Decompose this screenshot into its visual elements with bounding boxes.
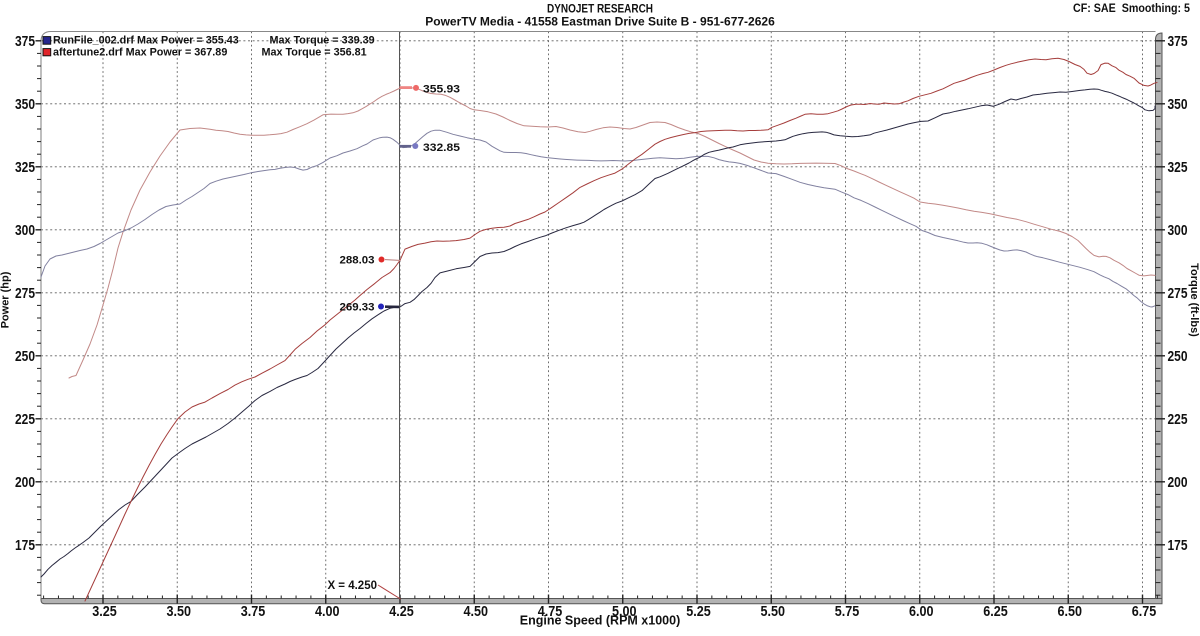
svg-text:275: 275: [15, 285, 35, 302]
svg-text:3.75: 3.75: [241, 603, 266, 620]
svg-text:Power (hp): Power (hp): [0, 271, 12, 328]
svg-text:375: 375: [1168, 33, 1188, 50]
svg-text:300: 300: [15, 222, 35, 239]
svg-text:PowerTV Media - 41558 Eastman: PowerTV Media - 41558 Eastman Drive Suit…: [425, 15, 775, 29]
svg-text:6.50: 6.50: [1058, 603, 1083, 620]
svg-text:288.03: 288.03: [340, 255, 375, 267]
svg-text:225: 225: [15, 411, 35, 428]
svg-text:350: 350: [1168, 96, 1188, 113]
svg-text:325: 325: [15, 159, 35, 176]
svg-text:aftertune2.drf Max Power = 367: aftertune2.drf Max Power = 367.89: [53, 47, 227, 59]
svg-text:Engine Speed (RPM x1000): Engine Speed (RPM x1000): [520, 614, 680, 628]
svg-text:200: 200: [15, 474, 35, 491]
svg-text:X = 4.250: X = 4.250: [327, 580, 377, 592]
svg-text:175: 175: [1168, 537, 1188, 554]
svg-text:CF: SAE Smoothing: 5: CF: SAE Smoothing: 5: [1073, 3, 1191, 15]
svg-text:6.00: 6.00: [909, 603, 934, 620]
svg-text:355.93: 355.93: [423, 83, 460, 95]
svg-text:175: 175: [15, 537, 35, 554]
svg-text:375: 375: [15, 33, 35, 50]
svg-text:350: 350: [15, 96, 35, 113]
svg-text:250: 250: [1168, 348, 1188, 365]
svg-text:6.75: 6.75: [1132, 603, 1157, 620]
svg-text:3.25: 3.25: [92, 603, 117, 620]
svg-text:RunFile_002.drf Max Power = 35: RunFile_002.drf Max Power = 355.43: [53, 35, 239, 47]
svg-text:325: 325: [1168, 159, 1188, 176]
svg-text:269.33: 269.33: [340, 302, 375, 314]
svg-text:332.85: 332.85: [423, 142, 460, 154]
svg-text:3.50: 3.50: [167, 603, 192, 620]
svg-text:250: 250: [15, 348, 35, 365]
svg-text:5.50: 5.50: [761, 603, 786, 620]
svg-text:225: 225: [1168, 411, 1188, 428]
svg-text:Torque (ft-lbs): Torque (ft-lbs): [1188, 263, 1200, 337]
svg-text:200: 200: [1168, 474, 1188, 491]
svg-text:5.25: 5.25: [686, 603, 711, 620]
svg-text:4.25: 4.25: [389, 603, 414, 620]
svg-text:4.00: 4.00: [315, 603, 340, 620]
svg-text:Max Torque = 356.81: Max Torque = 356.81: [262, 47, 367, 59]
svg-text:Max Torque = 339.39: Max Torque = 339.39: [270, 35, 375, 47]
svg-text:300: 300: [1168, 222, 1188, 239]
svg-text:5.75: 5.75: [835, 603, 860, 620]
svg-text:4.50: 4.50: [464, 603, 489, 620]
svg-text:275: 275: [1168, 285, 1188, 302]
svg-text:6.25: 6.25: [983, 603, 1008, 620]
